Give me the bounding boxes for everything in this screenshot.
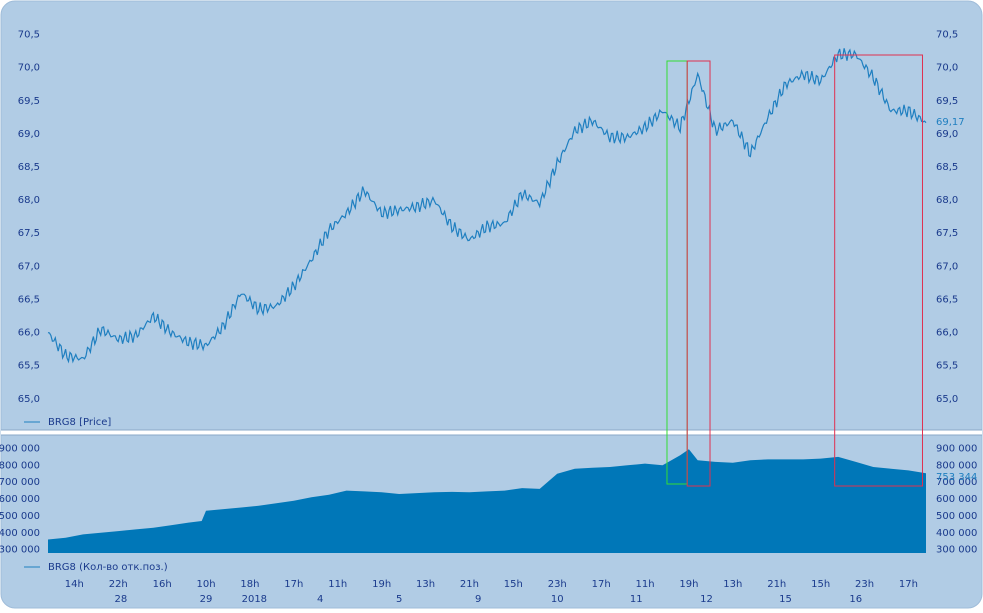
price-y-tick-right: 65,0 — [936, 394, 958, 405]
open-interest-y-axis-left: 900 000 800 000 700 000 600 000 500 000 400 0… — [0, 443, 40, 555]
x-tick-hour: 19h — [679, 579, 698, 590]
open-interest-y-tick-left: 700 000 — [0, 477, 40, 488]
open-interest-legend: BRG8 (Кол-во отк.поз.) — [48, 562, 168, 573]
price-y-tick-left: 67,5 — [18, 228, 40, 239]
price-y-tick-left: 66,5 — [18, 294, 40, 305]
x-tick-hour: 21h — [460, 579, 479, 590]
x-tick-hour: 15h — [504, 579, 523, 590]
price-y-tick-left: 65,0 — [18, 394, 40, 405]
x-tick-hour: 11h — [636, 579, 655, 590]
panel-divider[interactable] — [1, 430, 982, 435]
x-tick-hour: 13h — [416, 579, 435, 590]
x-tick-hour: 18h — [240, 579, 259, 590]
price-y-tick-right: 67,5 — [936, 228, 958, 239]
open-interest-y-tick-left: 600 000 — [0, 494, 40, 505]
open-interest-y-tick-right: 900 000 — [936, 443, 977, 454]
open-interest-panel: 900 000 800 000 700 000 600 000 500 000 400 0… — [0, 443, 977, 573]
x-tick-hour: 17h — [592, 579, 611, 590]
open-interest-y-tick-right: 400 000 — [936, 528, 977, 539]
x-tick-hour: 16h — [153, 579, 172, 590]
x-tick-hour: 17h — [899, 579, 918, 590]
open-interest-y-tick-left: 300 000 — [0, 545, 40, 556]
price-y-tick-left: 65,5 — [18, 361, 40, 372]
highlight-box — [834, 54, 923, 487]
highlight-box — [686, 60, 711, 487]
open-interest-last-value-label: 753 344 — [936, 472, 977, 483]
x-tick-day: 5 — [396, 594, 402, 605]
x-tick-hour: 14h — [65, 579, 84, 590]
x-tick-day: 9 — [475, 594, 481, 605]
x-tick-day: 2018 — [242, 594, 267, 605]
x-tick-hour: 23h — [855, 579, 874, 590]
price-y-tick-left: 69,0 — [18, 129, 40, 140]
price-y-tick-left: 69,5 — [18, 96, 40, 107]
x-tick-hour: 10h — [197, 579, 216, 590]
open-interest-y-axis-right: 900 000 800 000 700 000 600 000 500 000 400 0… — [936, 443, 977, 555]
x-tick-day: 15 — [779, 594, 792, 605]
open-interest-y-tick-left: 800 000 — [0, 460, 40, 471]
price-y-tick-right: 70,5 — [936, 30, 958, 41]
x-tick-hour: 11h — [328, 579, 347, 590]
price-y-tick-right: 68,0 — [936, 195, 958, 206]
price-panel: 70,5 70,0 69,5 69,0 68,5 68,0 67,5 67,0 66,5 66,0… — [18, 30, 965, 428]
x-tick-day: 12 — [700, 594, 713, 605]
open-interest-y-tick-left: 900 000 — [0, 443, 40, 454]
price-last-value-label: 69,17 — [936, 117, 965, 128]
x-tick-hour: 23h — [548, 579, 567, 590]
price-y-tick-left: 68,0 — [18, 195, 40, 206]
x-tick-day: 11 — [630, 594, 643, 605]
x-tick-hour: 17h — [284, 579, 303, 590]
open-interest-area — [48, 449, 926, 553]
x-tick-day: 16 — [849, 594, 862, 605]
x-tick-hour: 13h — [723, 579, 742, 590]
price-y-tick-right: 69,5 — [936, 96, 958, 107]
x-tick-day: 29 — [200, 594, 213, 605]
price-y-tick-right: 68,5 — [936, 162, 958, 173]
highlight-boxes — [666, 54, 923, 487]
x-tick-hour: 19h — [372, 579, 391, 590]
price-y-tick-right: 66,5 — [936, 294, 958, 305]
x-tick-hour: 15h — [811, 579, 830, 590]
open-interest-y-tick-left: 500 000 — [0, 511, 40, 522]
open-interest-y-tick-right: 700 000 — [936, 477, 977, 488]
price-legend: BRG8 [Price] — [48, 417, 111, 428]
price-y-tick-left: 67,0 — [18, 261, 40, 272]
price-y-tick-left: 68,5 — [18, 162, 40, 173]
price-y-tick-right: 65,5 — [936, 361, 958, 372]
price-y-tick-left: 70,0 — [18, 63, 40, 74]
open-interest-y-tick-right: 300 000 — [936, 545, 977, 556]
x-tick-day: 28 — [115, 594, 128, 605]
x-tick-day: 4 — [317, 594, 323, 605]
x-tick-day: 10 — [551, 594, 564, 605]
time-axis: 14h 22h 16h 10h 18h 17h 11h 19h 13h 21h 15h 23h 17h 1… — [65, 579, 918, 605]
x-tick-hour: 21h — [767, 579, 786, 590]
price-y-tick-right: 66,0 — [936, 328, 958, 339]
price-y-tick-left: 70,5 — [18, 30, 40, 41]
open-interest-y-tick-right: 500 000 — [936, 511, 977, 522]
price-series-line — [47, 48, 927, 364]
price-y-tick-right: 69,0 — [936, 129, 958, 140]
open-interest-y-tick-right: 600 000 — [936, 494, 977, 505]
price-y-axis-right: 70,5 70,0 69,5 69,0 68,5 68,0 67,5 67,0 66,5 66,0… — [936, 30, 958, 405]
price-y-tick-right: 67,0 — [936, 261, 958, 272]
price-y-axis-left: 70,5 70,0 69,5 69,0 68,5 68,0 67,5 67,0 66,5 66,0… — [18, 30, 40, 405]
x-tick-hour: 22h — [109, 579, 128, 590]
price-y-tick-left: 66,0 — [18, 328, 40, 339]
open-interest-y-tick-left: 400 000 — [0, 528, 40, 539]
open-interest-y-tick-right: 800 000 — [936, 460, 977, 471]
price-y-tick-right: 70,0 — [936, 63, 958, 74]
